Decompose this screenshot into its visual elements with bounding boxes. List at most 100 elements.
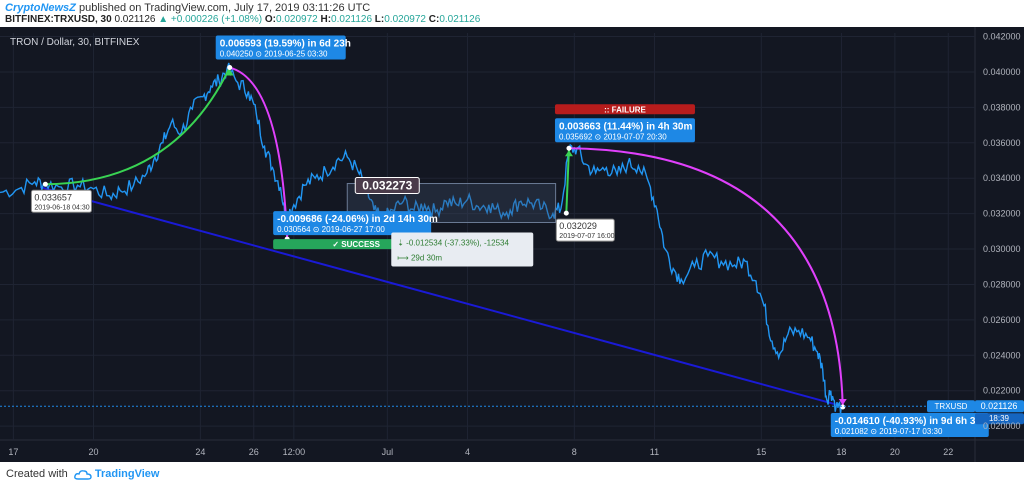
close-label: C:: [428, 14, 440, 25]
rise-arc-1: [45, 67, 231, 186]
publication-header: CryptoNewsZ published on TradingView.com…: [0, 0, 1024, 26]
x-tick-label: 12:00: [283, 447, 306, 457]
x-tick-label: 26: [249, 447, 259, 457]
drop-label-box: [273, 211, 432, 236]
x-tick-label: 4: [465, 447, 470, 457]
range-value-box: [354, 177, 420, 195]
footer-credit: Created with TradingView: [6, 468, 159, 480]
tradingview-link[interactable]: TradingView: [94, 468, 160, 480]
peak-label-box: [215, 35, 346, 60]
peak-price-date: 0.040250 ⊙ 2019-06-25 03:30: [220, 50, 328, 59]
y-axis[interactable]: 0.042000 0.040000 0.038000 0.036000 0.034000…: [983, 32, 1021, 432]
open-value: 0.020972: [275, 14, 318, 25]
success-label: ✓ SUCCESS: [332, 240, 380, 249]
trend-lines: [39, 186, 845, 408]
peak-change: 0.006593 (19.59%) in 6d 23h: [220, 39, 351, 50]
end-price-date: 0.021082 ⊙ 2019-07-17 03:30: [835, 427, 943, 436]
arrow-up-icon: [564, 150, 573, 157]
point-marker: [42, 181, 48, 187]
low-label: L:: [374, 14, 385, 25]
last-price-value: 0.021126: [981, 401, 1018, 411]
point-date: 2019-06-18 04:30: [34, 204, 89, 211]
symbol-label: BITFINEX:TRXUSD, 30: [5, 14, 112, 25]
point-marker: [563, 210, 569, 216]
jul7-label-box: [554, 118, 695, 143]
publisher-name[interactable]: CryptoNewsZ: [5, 2, 76, 14]
range-change: ⇣ -0.012534 (-37.33%), -12534: [397, 238, 509, 247]
price-series: [0, 62, 843, 414]
y-tick-label: 0.038000: [983, 102, 1021, 112]
price-change: +0.000226 (+1.08%): [170, 14, 263, 25]
x-tick-label: 8: [572, 447, 577, 457]
drop-arc-1: [229, 66, 289, 240]
created-with-label: Created with: [6, 468, 68, 480]
y-tick-label: 0.032000: [983, 209, 1021, 219]
end-label-box: [830, 412, 989, 437]
footer: Created with TradingView: [0, 462, 1024, 486]
point-price: 0.033657: [34, 192, 72, 202]
y-tick-label: 0.020000: [983, 421, 1021, 431]
x-tick-label: 22: [943, 447, 953, 457]
drop-arc-2: [568, 147, 844, 408]
high-label: H:: [320, 14, 332, 25]
point-date: 2019-07-07 16:00: [559, 233, 614, 240]
countdown-tag: [975, 413, 1024, 425]
point-label-box: [30, 189, 92, 213]
quote-line: BITFINEX:TRXUSD, 30 0.021126 ▲ +0.000226…: [5, 14, 480, 25]
high-value: 0.021126: [331, 14, 373, 25]
y-tick-label: 0.022000: [983, 386, 1021, 396]
x-tick-label: 24: [195, 447, 205, 457]
y-tick-label: 0.034000: [983, 173, 1021, 183]
tradingview-cloud-icon: [73, 469, 92, 480]
price-chart[interactable]: 0.033657 2019-06-18 04:30 0.006593 (19.59%…: [0, 27, 1024, 462]
x-tick-label: 18: [836, 447, 846, 457]
close-value: 0.021126: [439, 14, 481, 25]
symbol-tag-label: TRXUSD: [935, 402, 968, 411]
publisher-line: CryptoNewsZ published on TradingView.com…: [5, 2, 370, 14]
symbol-tag: [927, 400, 975, 413]
arrow-down-icon: [838, 398, 847, 405]
point-price: 0.032029: [559, 221, 597, 231]
published-text: published on TradingView.com, July 17, 2…: [78, 2, 371, 14]
chart-canvas[interactable]: 0.033657 2019-06-18 04:30 0.006593 (19.59%…: [0, 27, 1024, 462]
y-tick-label: 0.024000: [983, 350, 1021, 360]
drop-price-date: 0.030564 ⊙ 2019-06-27 17:00: [277, 225, 385, 234]
trend-line: [39, 186, 845, 408]
x-tick-label: Jul: [382, 447, 394, 457]
y-tick-label: 0.026000: [983, 315, 1021, 325]
y-tick-label: 0.040000: [983, 67, 1021, 77]
chart-title: TRON / Dollar, 30, BITFINEX: [10, 37, 140, 48]
failure-label: :: FAILURE: [604, 105, 646, 114]
range-duration: ⟼ 29d 30m: [397, 253, 442, 262]
rise-arc-2: [565, 148, 570, 214]
x-tick-label: 15: [756, 447, 766, 457]
countdown-value: 18:39: [989, 414, 1010, 423]
y-tick-label: 0.042000: [983, 32, 1021, 42]
x-tick-label: 17: [8, 447, 18, 457]
x-tick-label: 20: [890, 447, 900, 457]
open-label: O:: [264, 14, 276, 25]
y-tick-label: 0.036000: [983, 138, 1021, 148]
point-marker: [227, 65, 233, 71]
point-marker: [840, 404, 846, 410]
x-axis[interactable]: 17 20 24 26 12:00 Jul 4 8 11 15 18 20 22: [8, 447, 953, 457]
x-tick-label: 11: [650, 447, 659, 457]
range-value: 0.032273: [362, 179, 412, 193]
price-line: [0, 62, 843, 414]
jul7-change: 0.003663 (11.44%) in 4h 30m: [559, 121, 693, 132]
range-stats-box: [391, 232, 534, 267]
drop-change: -0.009686 (-24.06%) in 2d 14h 30m: [277, 214, 438, 225]
jul7-price-date: 0.035692 ⊙ 2019-07-07 20:30: [559, 132, 667, 141]
arrow-up-icon: [225, 69, 234, 76]
x-tick-label: 20: [88, 447, 98, 457]
y-tick-label: 0.030000: [983, 244, 1021, 254]
point-marker: [566, 145, 572, 151]
low-value: 0.020972: [384, 14, 426, 25]
up-arrow-icon: ▲: [158, 14, 169, 25]
point-label-box: [555, 218, 615, 242]
last-price: 0.021126: [114, 14, 156, 25]
failure-badge: [554, 104, 695, 115]
last-price-tag: [975, 400, 1024, 413]
y-tick-label: 0.028000: [983, 279, 1021, 289]
end-change: -0.014610 (-40.93%) in 9d 6h 30m: [835, 416, 990, 427]
